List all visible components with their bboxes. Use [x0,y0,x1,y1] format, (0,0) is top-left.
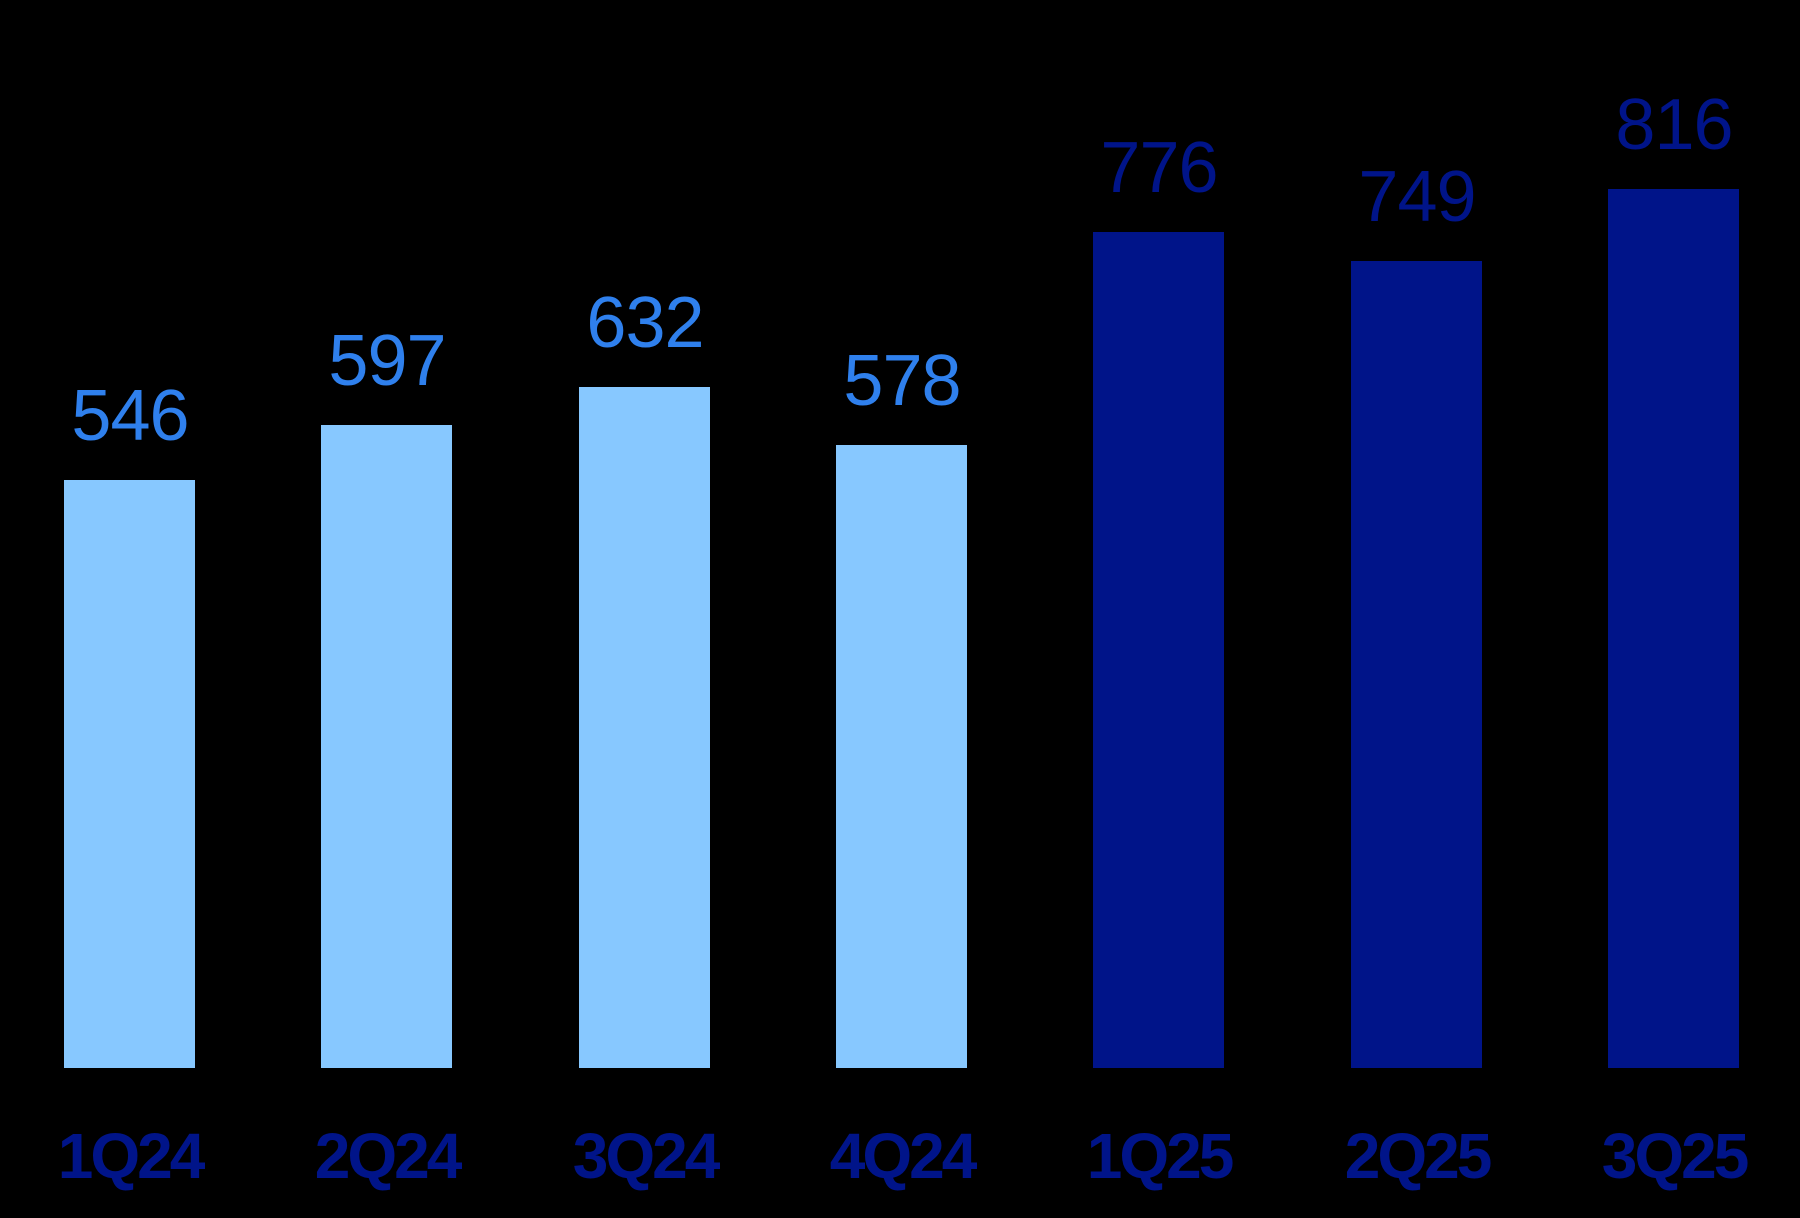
category-label-2q24: 2Q24 [314,1120,463,1192]
bar-1q25 [1093,232,1224,1068]
bar-3q24 [579,387,710,1068]
bar-4q24 [836,445,967,1068]
category-label-3q25: 3Q25 [1601,1120,1750,1192]
bar-3q25 [1608,189,1739,1068]
category-label-1q25: 1Q25 [1086,1120,1235,1192]
value-label-3q24: 632 [586,283,704,363]
value-label-3q25: 816 [1615,85,1733,165]
value-label-4q24: 578 [843,341,961,421]
category-label-3q24: 3Q24 [572,1120,721,1192]
bar-2q24 [321,425,452,1068]
bar-2q25 [1351,261,1482,1068]
bar-1q24 [64,480,195,1068]
category-label-4q24: 4Q24 [829,1120,978,1192]
category-label-1q24: 1Q24 [57,1120,206,1192]
value-label-1q24: 546 [71,376,189,456]
value-label-2q24: 597 [328,321,446,401]
value-label-1q25: 776 [1100,128,1218,208]
category-label-2q25: 2Q25 [1344,1120,1493,1192]
value-label-2q25: 749 [1358,157,1476,237]
